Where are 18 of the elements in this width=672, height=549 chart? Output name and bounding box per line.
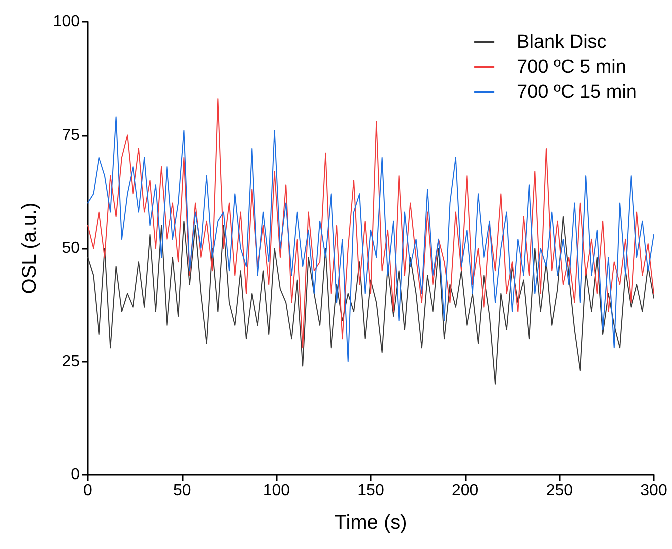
x-tick-label: 50 [173, 482, 192, 500]
x-axis-title: Time (s) [334, 512, 408, 534]
x-tick-label: 300 [640, 482, 668, 500]
y-tick-label: 25 [62, 353, 80, 370]
line-series [88, 216, 654, 385]
y-tick-label: 75 [62, 126, 80, 144]
y-axis-title: OSL (a.u.) [19, 202, 41, 294]
x-tick-label: 200 [452, 482, 479, 500]
x-tick-label: 100 [263, 482, 290, 500]
y-tick-label: 100 [53, 14, 80, 30]
x-tick-label: 0 [84, 482, 93, 500]
x-tick-label: 250 [546, 482, 574, 500]
x-tick-label: 150 [358, 482, 384, 500]
legend-label: 700 ºC 15 min [517, 82, 638, 103]
legend-label: Blank Disc [517, 32, 607, 53]
y-tick-label: 50 [62, 240, 80, 257]
y-tick-label: 0 [71, 466, 80, 484]
legend-label: 700 ºC 5 min [517, 57, 626, 78]
